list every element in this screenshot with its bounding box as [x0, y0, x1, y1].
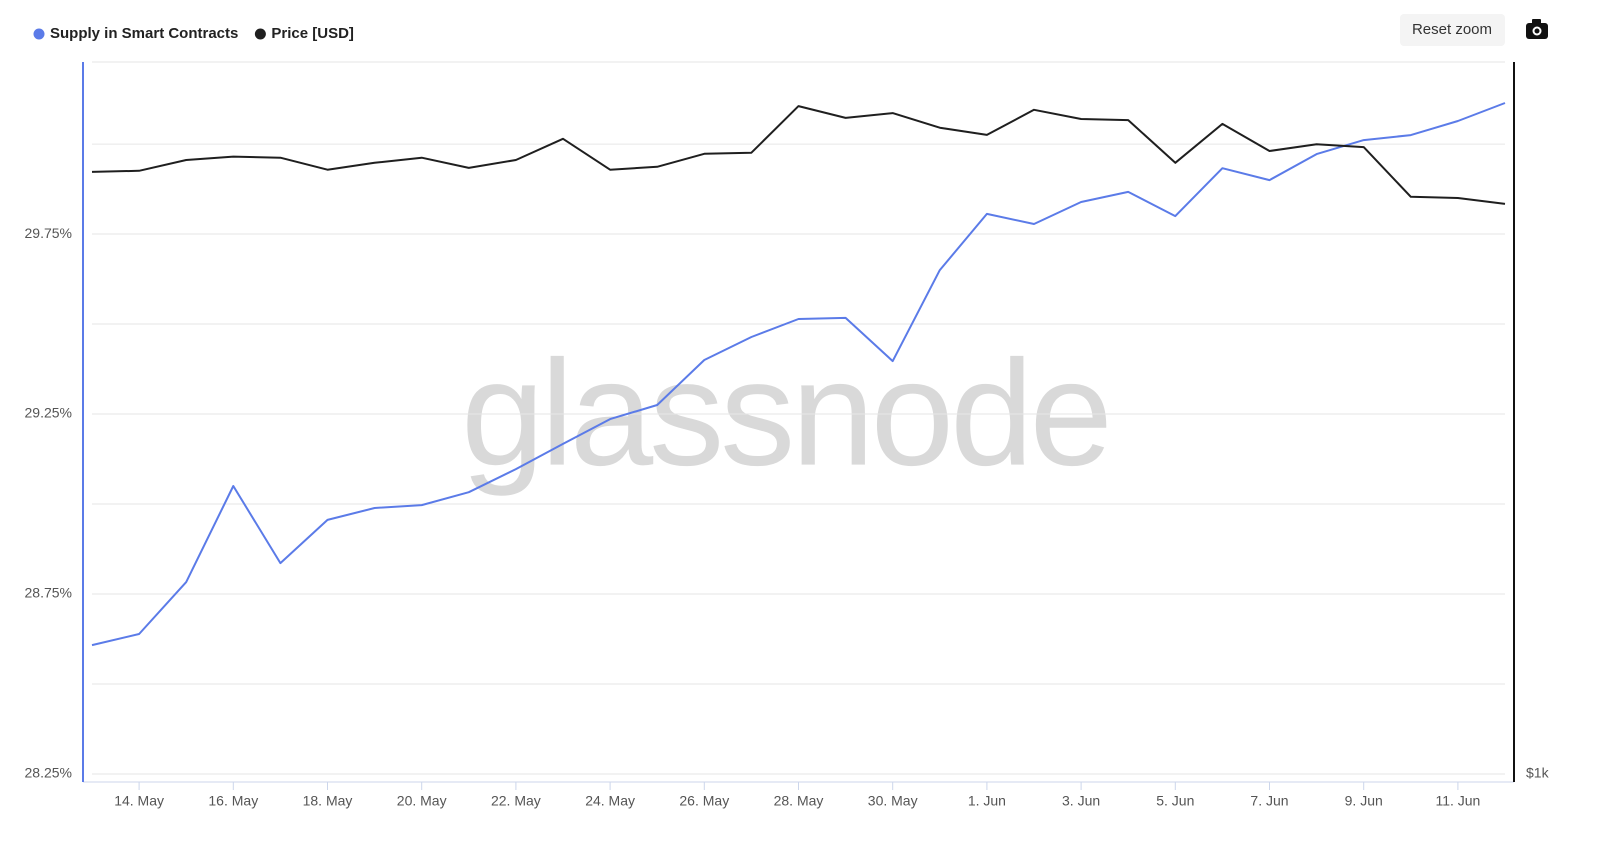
x-tick-label: 30. May [868, 793, 918, 809]
x-tick-label: 18. May [303, 793, 353, 809]
x-tick-label: 14. May [114, 793, 164, 809]
y2-tick-label: $1k [1526, 765, 1550, 781]
x-tick-label: 3. Jun [1062, 793, 1100, 809]
button-bg[interactable] [1400, 14, 1505, 46]
y-tick-label: 28.25% [25, 765, 72, 781]
reset-zoom-button[interactable]: Reset zoom [1400, 14, 1505, 46]
y-tick-label: 28.75% [25, 585, 72, 601]
x-tick-label: 20. May [397, 793, 447, 809]
series-line [91, 102, 1506, 647]
watermark: glassnode [461, 329, 1109, 497]
x-tick-label: 5. Jun [1156, 793, 1194, 809]
x-tick-label: 1. Jun [968, 793, 1006, 809]
x-tick-label: 28. May [774, 793, 824, 809]
legend-marker [33, 28, 45, 40]
legend-label: Supply in Smart Contracts [50, 25, 238, 42]
y-tick-label: 29.75% [25, 225, 72, 241]
x-tick-label: 22. May [491, 793, 541, 809]
button-label[interactable]: Reset zoom [1412, 21, 1492, 38]
x-tick-label: 7. Jun [1250, 793, 1288, 809]
camera-top[interactable] [1532, 19, 1541, 24]
camera-lens-inner[interactable] [1534, 28, 1540, 34]
legend-item: Price [USD] [254, 25, 354, 42]
x-tick-label: 9. Jun [1345, 793, 1383, 809]
legend-item: Supply in Smart Contracts [33, 25, 238, 42]
x-tick-label: 26. May [679, 793, 729, 809]
series-line [91, 105, 1506, 205]
y-tick-label: 29.25% [25, 405, 72, 421]
legend-label: Price [USD] [271, 25, 354, 42]
camera-icon[interactable] [1526, 19, 1548, 39]
legend-marker [254, 28, 266, 40]
x-tick-label: 16. May [208, 793, 258, 809]
x-tick-label: 24. May [585, 793, 635, 809]
x-tick-label: 11. Jun [1435, 793, 1480, 809]
